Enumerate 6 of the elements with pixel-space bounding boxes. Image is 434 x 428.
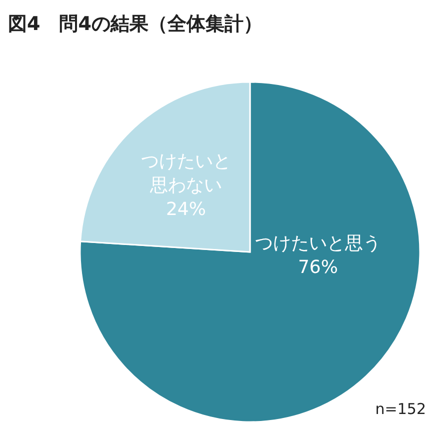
slice-label: つけたいと思わない: [140, 150, 231, 196]
data-label: 76%: [298, 257, 338, 278]
text: n=152: [375, 400, 426, 418]
slice-label: つけたいと思う: [255, 233, 381, 254]
chart-title: 図4 問4の結果（全体集計）: [8, 13, 262, 35]
data-label: 24%: [166, 198, 206, 220]
